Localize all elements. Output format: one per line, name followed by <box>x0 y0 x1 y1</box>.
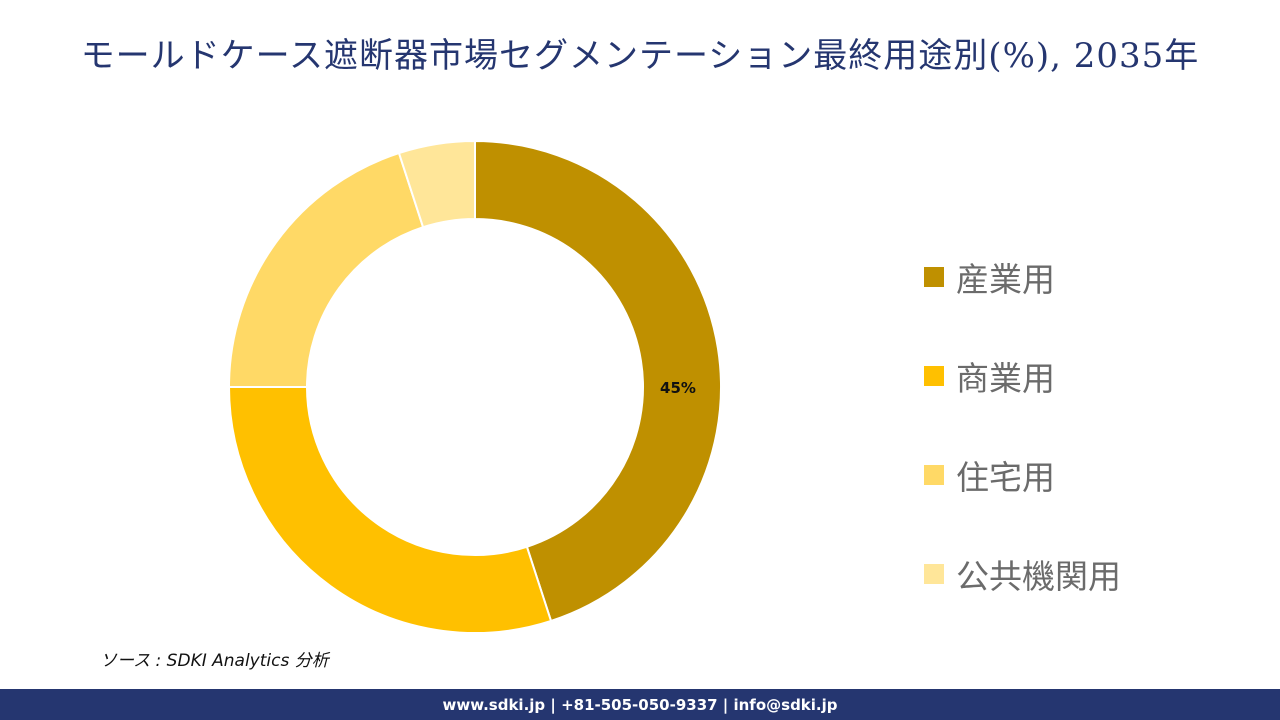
segment-data-label: 45% <box>660 379 696 397</box>
legend-label: 住宅用 <box>956 458 1055 497</box>
chart-title: モールドケース遮断器市場セグメンテーション最終用途別(%), 2035年 <box>80 36 1200 76</box>
legend-swatch-icon <box>924 564 944 584</box>
legend-label: 産業用 <box>956 260 1055 299</box>
legend-item-residential: 住宅用 <box>924 453 1121 497</box>
footer-contact: www.sdki.jp | +81-505-050-9337 | info@sd… <box>442 695 838 714</box>
segment-public-institution <box>397 139 476 229</box>
source-note: ソース : SDKI Analytics 分析 <box>100 651 329 671</box>
legend-swatch-icon <box>924 465 944 485</box>
legend-label: 公共機関用 <box>956 557 1121 596</box>
legend-swatch-icon <box>924 267 944 287</box>
segment-commercial <box>227 386 553 634</box>
footer-bar: www.sdki.jp | +81-505-050-9337 | info@sd… <box>0 689 1280 720</box>
legend-item-public-institution: 公共機関用 <box>924 552 1121 596</box>
segment-industrial <box>474 139 722 623</box>
legend-swatch-icon <box>924 366 944 386</box>
legend-item-industrial: 産業用 <box>924 255 1121 299</box>
legend-label: 商業用 <box>956 359 1055 398</box>
legend-item-commercial: 商業用 <box>924 354 1121 398</box>
donut-segments <box>227 139 722 634</box>
segment-residential <box>227 151 425 388</box>
chart-legend: 産業用 商業用 住宅用 公共機関用 <box>924 255 1121 651</box>
